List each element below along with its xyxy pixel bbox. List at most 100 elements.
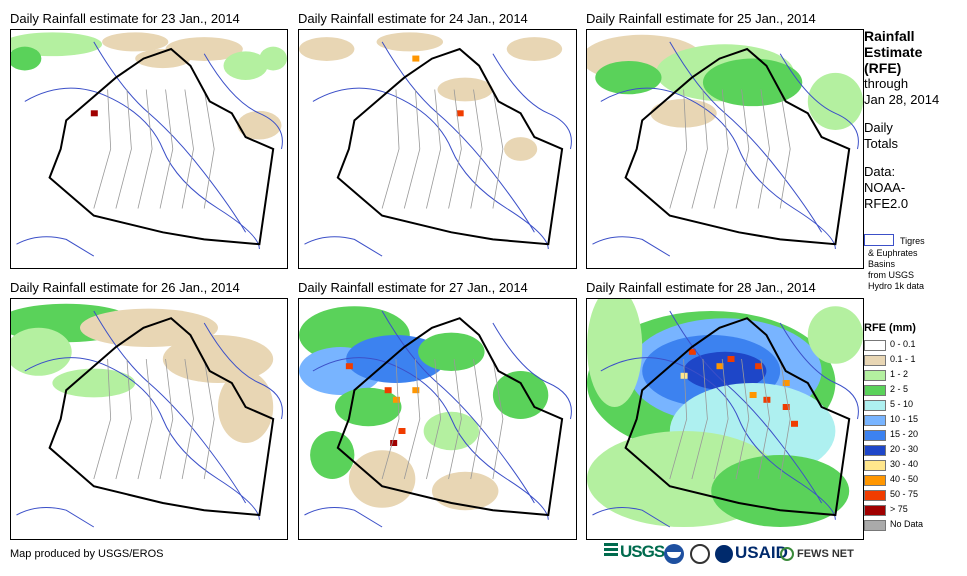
basin-boundary — [779, 322, 859, 420]
province-boundary — [713, 89, 729, 209]
rainfall-area — [423, 411, 480, 451]
province-boundary — [779, 358, 791, 480]
map-panel-28 — [586, 298, 864, 540]
panel-title-27: Daily Rainfall estimate for 27 Jan., 201… — [298, 280, 528, 295]
side-data-src2: RFE2.0 — [864, 196, 909, 211]
province-boundary — [448, 89, 462, 209]
rainfall-area — [437, 77, 493, 102]
legend-label: 0 - 0.1 — [890, 339, 916, 349]
province-boundary — [159, 358, 174, 480]
legend-swatch — [864, 490, 886, 501]
basin-boundary — [304, 236, 383, 257]
map-panel-24 — [298, 29, 577, 269]
rainfall-hotspot — [412, 387, 420, 394]
basin-label-1: Tigres — [900, 236, 925, 246]
basin-swatch — [864, 234, 894, 246]
basin-boundary — [381, 41, 535, 233]
rainfall-area — [259, 46, 287, 71]
side-date: Jan 28, 2014 — [864, 92, 940, 107]
rainfall-area — [102, 32, 169, 52]
credit-text: Map produced by USGS/EROS — [10, 548, 164, 560]
basin-boundary — [304, 507, 383, 528]
rainfall-area — [431, 471, 499, 511]
legend-swatch — [864, 460, 886, 471]
basin-boundary — [669, 310, 823, 504]
rainfall-area — [503, 137, 538, 161]
province-boundary — [779, 89, 791, 209]
legend-swatch — [864, 340, 886, 351]
panel-title-28: Daily Rainfall estimate for 28 Jan., 201… — [586, 280, 816, 295]
basin-boundary — [600, 87, 836, 250]
province-boundary — [203, 89, 215, 209]
province-boundary — [470, 89, 483, 209]
panel-title-24: Daily Rainfall estimate for 24 Jan., 201… — [298, 11, 528, 26]
rainfall-area — [237, 110, 282, 140]
province-boundary — [137, 89, 153, 209]
usaid-seal-icon — [715, 544, 733, 563]
rainfall-area — [299, 37, 355, 61]
rainfall-hotspot — [412, 55, 420, 62]
legend-label: 5 - 10 — [890, 399, 914, 409]
rainfall-hotspot — [90, 110, 98, 117]
rainfall-area — [506, 37, 563, 61]
rainfall-area — [310, 431, 355, 479]
basin-label-5: Hydro 1k data — [868, 281, 925, 291]
rainfall-hotspot — [456, 110, 464, 117]
rainfall-hotspot — [782, 380, 790, 386]
rainfall-area — [80, 308, 218, 347]
fewsnet-icon — [780, 547, 794, 561]
doi-seal-icon — [690, 544, 710, 564]
province-boundary — [137, 358, 153, 480]
rainfall-hotspot — [716, 363, 724, 370]
basin-label-4: from USGS — [868, 270, 915, 280]
legend-swatch — [864, 370, 886, 381]
legend-label: 20 - 30 — [890, 444, 919, 454]
side-title: Rainfall Estimate (RFE) through Jan 28, … — [864, 28, 964, 212]
rainfall-hotspot — [688, 348, 696, 355]
country-border — [48, 317, 275, 517]
legend-label: 0.1 - 1 — [890, 354, 916, 364]
rainfall-area — [650, 99, 717, 128]
usgs-wave-icon — [604, 543, 618, 557]
side-title-line2: Estimate — [864, 44, 923, 60]
rainfall-hotspot — [749, 392, 757, 398]
rainfall-area — [711, 455, 850, 527]
basin-boundary — [24, 357, 260, 520]
province-boundary — [448, 358, 462, 480]
basin-boundary — [381, 310, 535, 504]
province-boundary — [691, 358, 708, 480]
panel-title-25: Daily Rainfall estimate for 25 Jan., 201… — [586, 11, 816, 26]
province-boundary — [735, 89, 750, 209]
rainfall-area — [595, 60, 662, 95]
rainfall-hotspot — [392, 396, 400, 403]
country-border — [624, 317, 851, 517]
basin-boundary — [592, 507, 671, 528]
panel-title-26: Daily Rainfall estimate for 26 Jan., 201… — [10, 280, 240, 295]
legend-label: 40 - 50 — [890, 474, 919, 484]
province-boundary — [181, 89, 194, 209]
province-boundary — [757, 358, 770, 480]
basin-boundary — [592, 236, 671, 257]
map-panel-25 — [586, 29, 864, 269]
rainfall-hotspot — [384, 387, 392, 394]
legend-label: 30 - 40 — [890, 459, 919, 469]
rainfall-hotspot — [755, 363, 763, 370]
legend-swatch — [864, 355, 886, 366]
basin-boundary — [492, 53, 572, 150]
country-border — [48, 47, 275, 246]
rainfall-area — [11, 46, 42, 71]
rainfall-hotspot — [727, 356, 735, 362]
province-boundary — [381, 358, 400, 480]
province-boundary — [381, 89, 400, 209]
basin-boundary — [24, 87, 260, 250]
province-boundary — [669, 358, 688, 480]
side-data-label: Data: — [864, 164, 896, 179]
rainfall-hotspot — [345, 363, 353, 370]
province-boundary — [691, 89, 708, 209]
legend-swatch — [864, 520, 886, 531]
country-border — [336, 317, 564, 517]
rainfall-hotspot — [782, 404, 790, 410]
province-boundary — [713, 358, 729, 480]
side-through: through — [864, 76, 909, 91]
province-boundary — [470, 358, 483, 480]
